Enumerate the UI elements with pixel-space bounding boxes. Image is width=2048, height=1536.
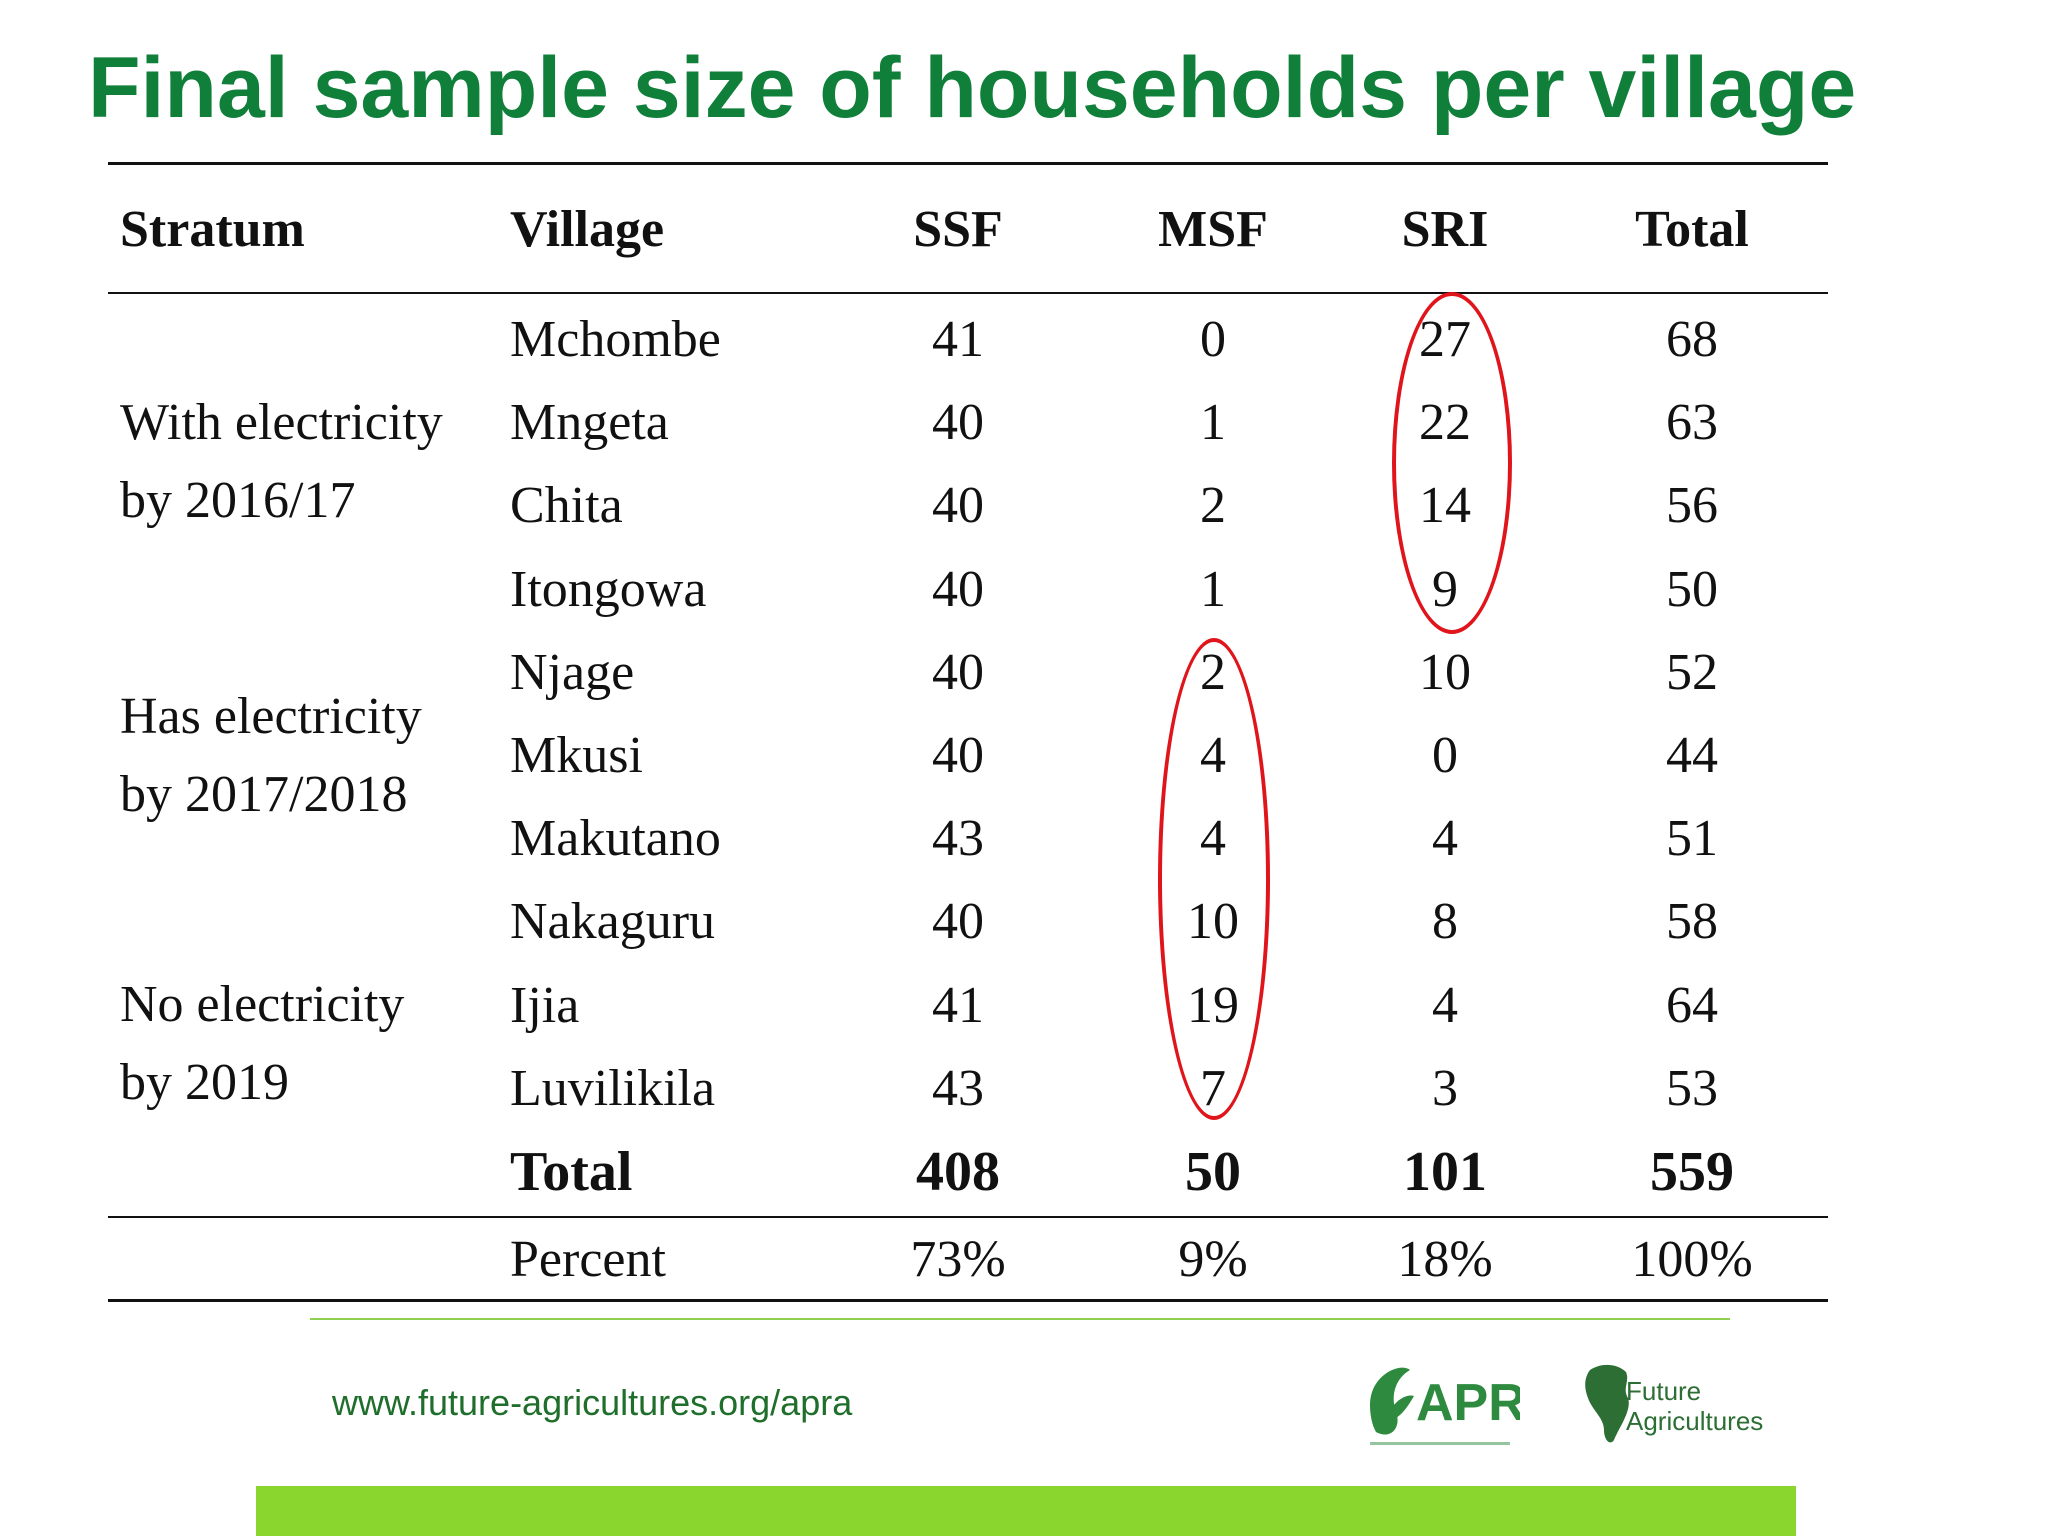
cell-msf: 2 (1200, 477, 1226, 535)
cell-ssf: 40 (932, 727, 984, 784)
stratum-label: by 2016/17 (120, 472, 356, 529)
total-label: Total (510, 1141, 633, 1203)
cell-sri: 3 (1432, 1059, 1458, 1117)
header-ssf: SSF (913, 201, 1003, 258)
cell-village: Itongowa (510, 560, 707, 618)
table-row: Mkusi 40 4 0 44 (0, 714, 2048, 798)
cell-msf: 1 (1200, 394, 1226, 452)
cell-ssf: 43 (932, 810, 984, 868)
cell-total: 52 (1666, 643, 1718, 701)
apra-leaf-icon (1370, 1367, 1414, 1435)
cell-sri: 8 (1432, 893, 1458, 951)
stratum-label: No electricity (120, 976, 405, 1033)
sri-highlight-ellipse (1392, 292, 1512, 634)
cell-village: Mchombe (510, 311, 721, 368)
table-row: Chita 40 2 14 56 (0, 464, 2048, 548)
header-stratum: Stratum (120, 201, 305, 258)
apra-logo-text: APRA (1416, 1374, 1520, 1432)
cell-msf: 1 (1200, 560, 1226, 618)
cell-sri: 10 (1419, 643, 1471, 701)
table-bottom-rule (108, 1299, 1828, 1302)
stratum-label: With electricity (120, 394, 443, 451)
cell-village: Ijia (510, 976, 580, 1034)
fa-logo-text-1: Future (1626, 1376, 1701, 1406)
total-sri: 101 (1403, 1141, 1487, 1203)
stratum-label: by 2017/2018 (120, 766, 408, 823)
footer-divider (310, 1318, 1730, 1320)
total-msf: 50 (1185, 1141, 1241, 1203)
percent-total: 100% (1631, 1231, 1753, 1288)
slide-title: Final sample size of households per vill… (88, 40, 1857, 136)
cell-village: Chita (510, 477, 623, 535)
cell-sri: 4 (1432, 976, 1458, 1034)
footer-band (256, 1486, 1796, 1536)
cell-ssf: 40 (932, 560, 984, 618)
table-row: Mchombe 41 0 27 68 (0, 298, 2048, 382)
table-row: Njage 40 2 10 52 (0, 631, 2048, 715)
total-row: Total 408 50 101 559 (0, 1130, 2048, 1214)
cell-village: Mkusi (510, 727, 643, 784)
total-total: 559 (1650, 1141, 1734, 1203)
stratum-label: Has electricity (120, 688, 422, 745)
table-top-rule (108, 162, 1828, 165)
table-row: Mngeta 40 1 22 63 (0, 381, 2048, 465)
cell-village: Mngeta (510, 394, 669, 452)
header-msf: MSF (1158, 201, 1268, 258)
header-sri: SRI (1401, 201, 1489, 258)
header-village: Village (510, 201, 665, 258)
cell-total: 53 (1666, 1059, 1718, 1117)
percent-label: Percent (510, 1231, 666, 1288)
cell-village: Njage (510, 643, 635, 701)
percent-ssf: 73% (910, 1231, 1006, 1288)
apra-logo: APRA (1360, 1350, 1563, 1460)
percent-msf: 9% (1178, 1231, 1248, 1288)
cell-total: 50 (1666, 560, 1718, 618)
cell-village: Makutano (510, 810, 721, 868)
stratum-group-2: Has electricity by 2017/2018 (120, 678, 500, 834)
percent-sri: 18% (1397, 1231, 1493, 1288)
cell-ssf: 43 (932, 1059, 984, 1117)
cell-village: Nakaguru (510, 893, 716, 951)
cell-total: 51 (1666, 810, 1718, 868)
total-ssf: 408 (916, 1141, 1000, 1203)
cell-ssf: 40 (932, 643, 984, 701)
cell-ssf: 40 (932, 394, 984, 452)
cell-ssf: 40 (932, 893, 984, 951)
header-total: Total (1635, 201, 1749, 258)
africa-map-icon (1585, 1364, 1629, 1443)
cell-total: 44 (1666, 727, 1718, 784)
header-rule (108, 292, 1828, 294)
table-row: Nakaguru 40 10 8 58 (0, 880, 2048, 964)
table-row: Makutano 43 4 4 51 (0, 797, 2048, 881)
future-agricultures-logo: Future Agricultures (1570, 1348, 1770, 1458)
table-row: Itongowa 40 1 9 50 (0, 548, 2048, 632)
cell-msf: 0 (1200, 311, 1226, 368)
cell-total: 64 (1666, 976, 1718, 1034)
cell-sri: 0 (1432, 727, 1458, 784)
table-row: Luvilikila 43 7 3 53 (0, 1047, 2048, 1131)
cell-sri: 4 (1432, 810, 1458, 868)
cell-total: 58 (1666, 893, 1718, 951)
cell-ssf: 41 (932, 976, 984, 1034)
footer-url[interactable]: www.future-agricultures.org/apra (332, 1382, 853, 1423)
stratum-group-3: No electricity by 2019 (120, 966, 500, 1122)
cell-ssf: 41 (932, 311, 984, 368)
msf-highlight-ellipse (1158, 638, 1270, 1120)
total-rule (108, 1216, 1828, 1218)
stratum-group-1: With electricity by 2016/17 (120, 384, 500, 540)
cell-total: 68 (1666, 311, 1718, 368)
cell-ssf: 40 (932, 477, 984, 535)
table-row: Ijia 41 19 4 64 (0, 964, 2048, 1048)
fa-logo-text-2: Agricultures (1626, 1406, 1763, 1436)
percent-row: Percent 73% 9% 18% 100% (0, 1218, 2048, 1302)
cell-total: 63 (1666, 394, 1718, 452)
stratum-label: by 2019 (120, 1054, 289, 1111)
cell-village: Luvilikila (510, 1059, 716, 1117)
cell-total: 56 (1666, 477, 1718, 535)
